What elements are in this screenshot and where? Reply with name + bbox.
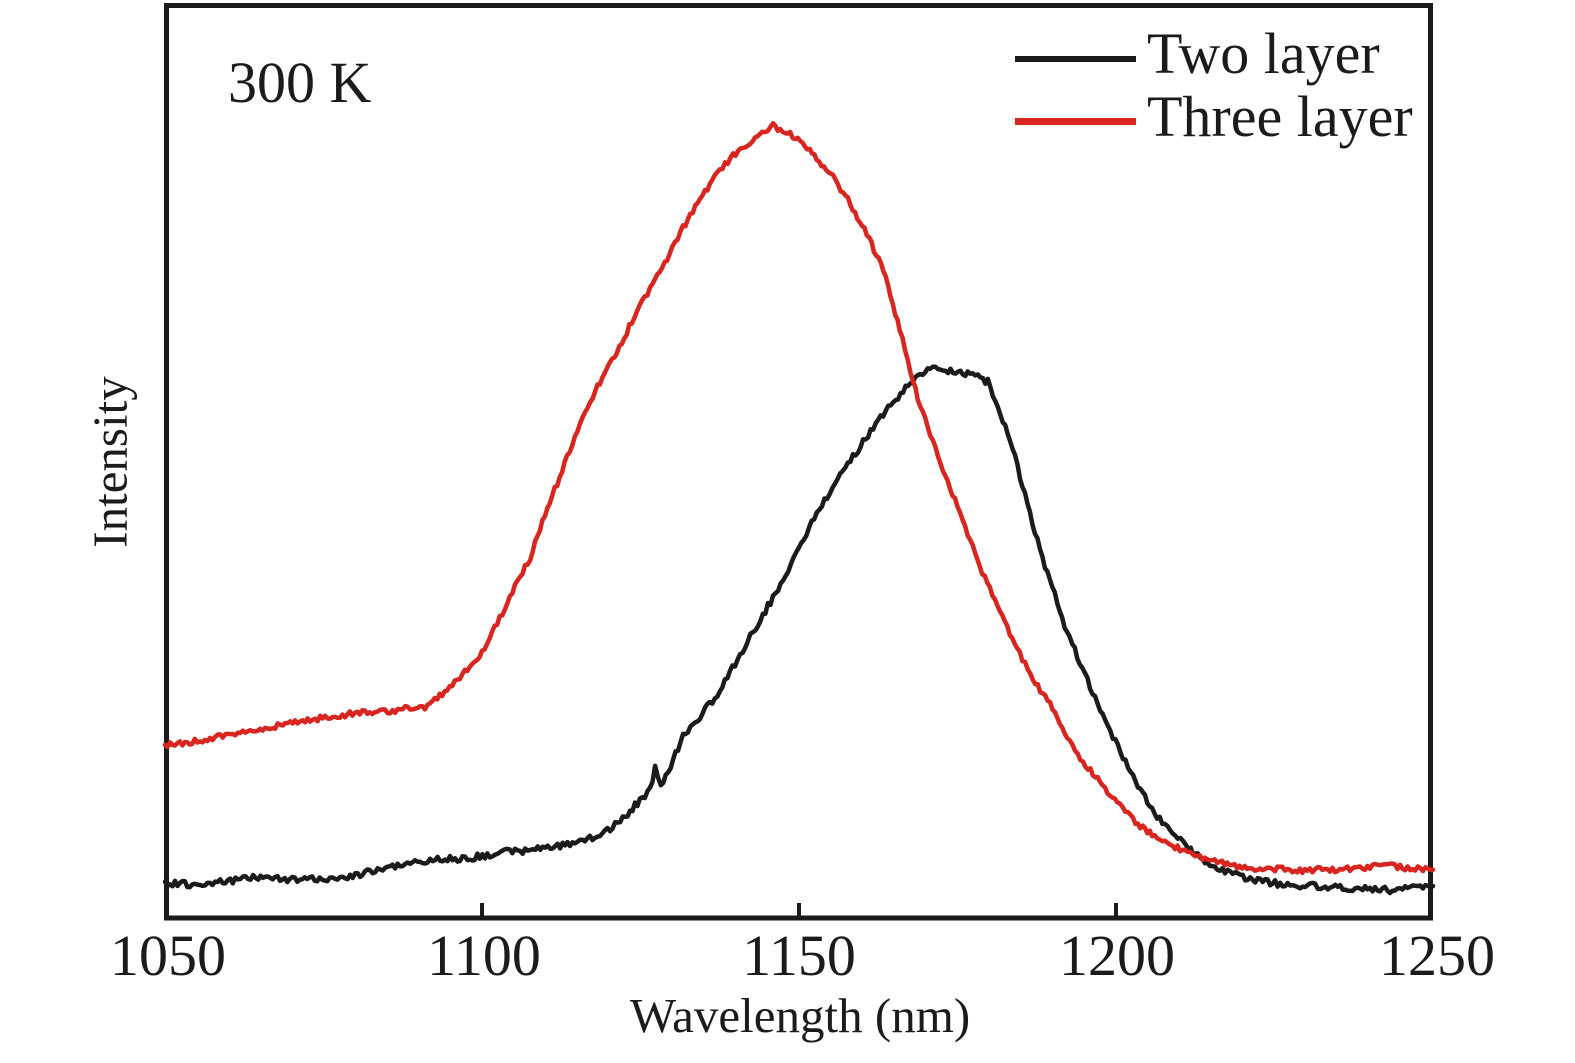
x-tick-label: 1050 [110,923,226,988]
x-tick-label: 1150 [742,923,856,988]
legend-line-three-layer [1015,118,1136,125]
x-tick-label: 1100 [427,923,541,988]
temperature-annotation: 300 K [228,50,372,115]
legend-label-three-layer: Three layer [1147,84,1413,149]
legend-label-two-layer: Two layer [1147,21,1380,86]
legend-line-two-layer [1015,56,1136,62]
x-axis-title: Wavelength (nm) [629,988,971,1043]
curves-layer [162,120,1436,896]
x-axis-ticks [480,903,1118,918]
x-tick-label: 1200 [1059,923,1175,988]
two-layer-curve [162,364,1436,896]
three-layer-curve [162,120,1436,876]
x-tick-label: 1250 [1379,923,1495,988]
y-axis-title: Intensity [82,376,138,548]
